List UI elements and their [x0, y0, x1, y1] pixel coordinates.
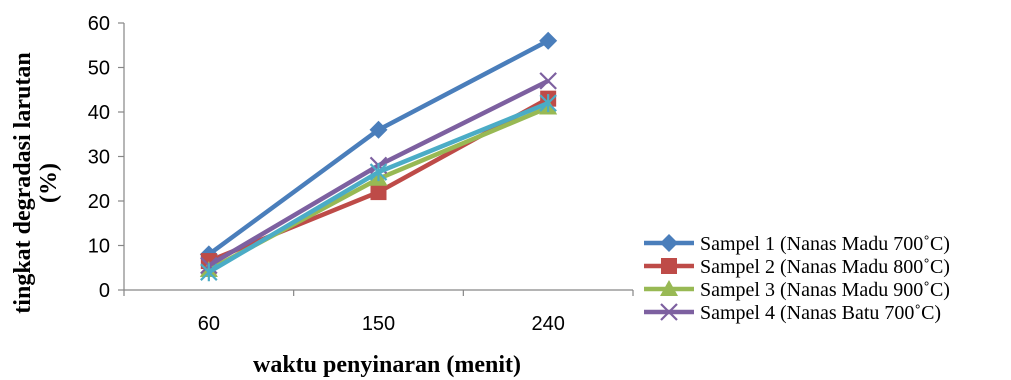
legend-label: Sampel 2 (Nanas Madu 800˚C) [700, 256, 950, 278]
data-point [539, 72, 557, 90]
series-layer [199, 31, 558, 282]
data-point [369, 163, 388, 182]
series-line [207, 38, 550, 257]
legend-label: Sampel 1 (Nanas Madu 700˚C) [700, 233, 950, 255]
legend-swatch-marker [660, 303, 678, 321]
y-tick-label: 30 [88, 147, 110, 169]
legend-swatch-marker [660, 280, 678, 296]
series-1 [199, 31, 558, 264]
data-point [200, 263, 218, 282]
y-axis-title-line-2: (%) [36, 163, 62, 203]
y-tick-label: 60 [88, 13, 110, 35]
x-tick-label: 60 [198, 313, 220, 335]
legend: Sampel 1 (Nanas Madu 700˚C)Sampel 2 (Nan… [644, 233, 950, 324]
legend-item: Sampel 1 (Nanas Madu 700˚C) [644, 233, 950, 255]
legend-label: Sampel 4 (Nanas Batu 700˚C) [700, 302, 941, 324]
x-ticks: 60 150 240 [123, 290, 634, 335]
data-point [369, 120, 388, 139]
y-tick-label: 10 [88, 236, 110, 258]
data-point [539, 94, 557, 113]
axes [123, 23, 633, 291]
legend-swatch-marker [661, 258, 677, 274]
legend-item: Sampel 2 (Nanas Madu 800˚C) [644, 256, 950, 278]
y-axis-title-line-1: tingkat degradasi larutan [10, 52, 36, 313]
y-tick-label: 0 [99, 280, 110, 302]
legend-swatch-marker [660, 234, 678, 252]
y-ticks: 0 10 20 30 40 50 60 [88, 13, 124, 302]
x-axis-title: waktu penyinaran (menit) [253, 352, 521, 378]
legend-item: Sampel 3 (Nanas Madu 900˚C) [644, 279, 950, 301]
data-point [539, 31, 558, 50]
y-tick-label: 40 [88, 102, 110, 124]
legend-item: Sampel 4 (Nanas Batu 700˚C) [644, 302, 941, 324]
legend-label: Sampel 3 (Nanas Madu 900˚C) [700, 279, 950, 301]
data-point [370, 184, 387, 201]
x-tick-label: 150 [362, 313, 395, 335]
x-tick-label: 240 [531, 313, 564, 335]
series-5 [200, 94, 557, 282]
y-tick-label: 20 [88, 191, 110, 213]
y-tick-label: 50 [88, 58, 110, 80]
